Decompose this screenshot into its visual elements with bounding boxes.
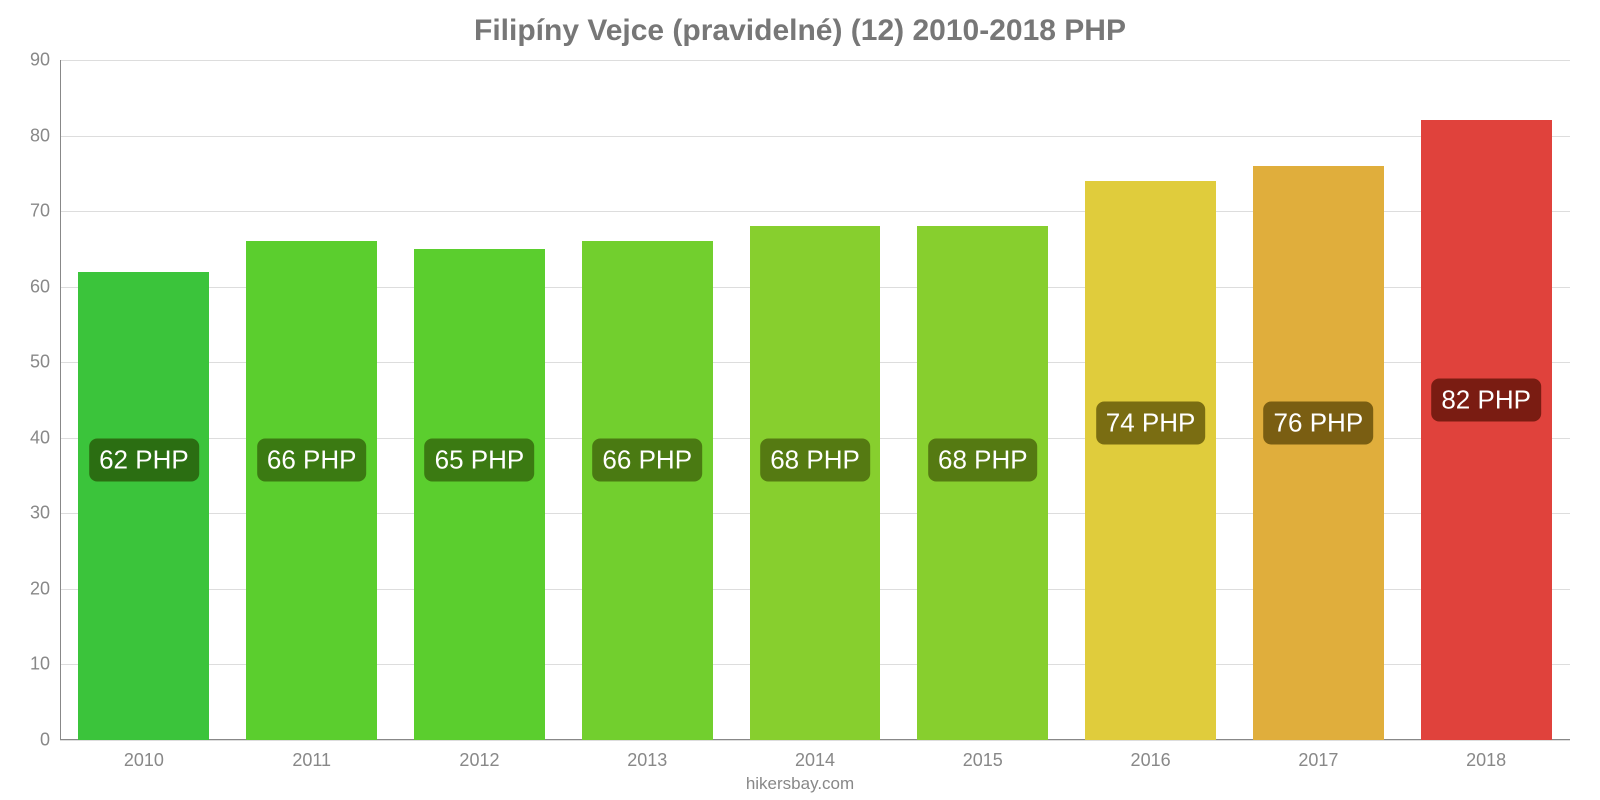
xtick-label: 2010 — [124, 740, 164, 771]
xtick-label: 2015 — [963, 740, 1003, 771]
bar-value-label: 66 PHP — [592, 439, 702, 482]
bar-value-label: 65 PHP — [425, 439, 535, 482]
bar — [1253, 166, 1384, 740]
xtick-label: 2017 — [1298, 740, 1338, 771]
ytick-label: 90 — [30, 50, 60, 71]
bar-value-label: 82 PHP — [1431, 379, 1541, 422]
bar — [1085, 181, 1216, 740]
xtick-label: 2018 — [1466, 740, 1506, 771]
chart-footer: hikersbay.com — [0, 774, 1600, 794]
xtick-label: 2016 — [1131, 740, 1171, 771]
ytick-label: 20 — [30, 578, 60, 599]
chart-title: Filipíny Vejce (pravidelné) (12) 2010-20… — [0, 0, 1600, 48]
bar-value-label: 76 PHP — [1264, 401, 1374, 444]
bar-value-label: 68 PHP — [928, 439, 1038, 482]
bar-value-label: 68 PHP — [760, 439, 870, 482]
ytick-label: 70 — [30, 201, 60, 222]
ytick-label: 60 — [30, 276, 60, 297]
bar — [917, 226, 1048, 740]
bar-slot: 68 PHP2015 — [899, 60, 1067, 740]
bar-slot: 66 PHP2013 — [563, 60, 731, 740]
bar-slot: 65 PHP2012 — [396, 60, 564, 740]
bar — [414, 249, 545, 740]
bar-slot: 68 PHP2014 — [731, 60, 899, 740]
plot-area: 0102030405060708090 62 PHP201066 PHP2011… — [60, 60, 1570, 740]
bar — [582, 241, 713, 740]
bars-container: 62 PHP201066 PHP201165 PHP201266 PHP2013… — [60, 60, 1570, 740]
bar — [246, 241, 377, 740]
bar-slot: 76 PHP2017 — [1234, 60, 1402, 740]
ytick-label: 10 — [30, 654, 60, 675]
xtick-label: 2014 — [795, 740, 835, 771]
ytick-label: 0 — [40, 730, 60, 751]
bar-value-label: 74 PHP — [1096, 401, 1206, 444]
bar — [750, 226, 881, 740]
ytick-label: 40 — [30, 427, 60, 448]
ytick-label: 50 — [30, 352, 60, 373]
ytick-label: 30 — [30, 503, 60, 524]
bar-slot: 74 PHP2016 — [1067, 60, 1235, 740]
bar-value-label: 62 PHP — [89, 439, 199, 482]
bar-value-label: 66 PHP — [257, 439, 367, 482]
xtick-label: 2011 — [292, 740, 331, 771]
xtick-label: 2013 — [627, 740, 667, 771]
bar — [1421, 120, 1552, 740]
bar-slot: 82 PHP2018 — [1402, 60, 1570, 740]
bar-chart: Filipíny Vejce (pravidelné) (12) 2010-20… — [0, 0, 1600, 800]
bar-slot: 66 PHP2011 — [228, 60, 396, 740]
bar — [78, 272, 209, 740]
bar-slot: 62 PHP2010 — [60, 60, 228, 740]
xtick-label: 2012 — [459, 740, 499, 771]
ytick-label: 80 — [30, 125, 60, 146]
